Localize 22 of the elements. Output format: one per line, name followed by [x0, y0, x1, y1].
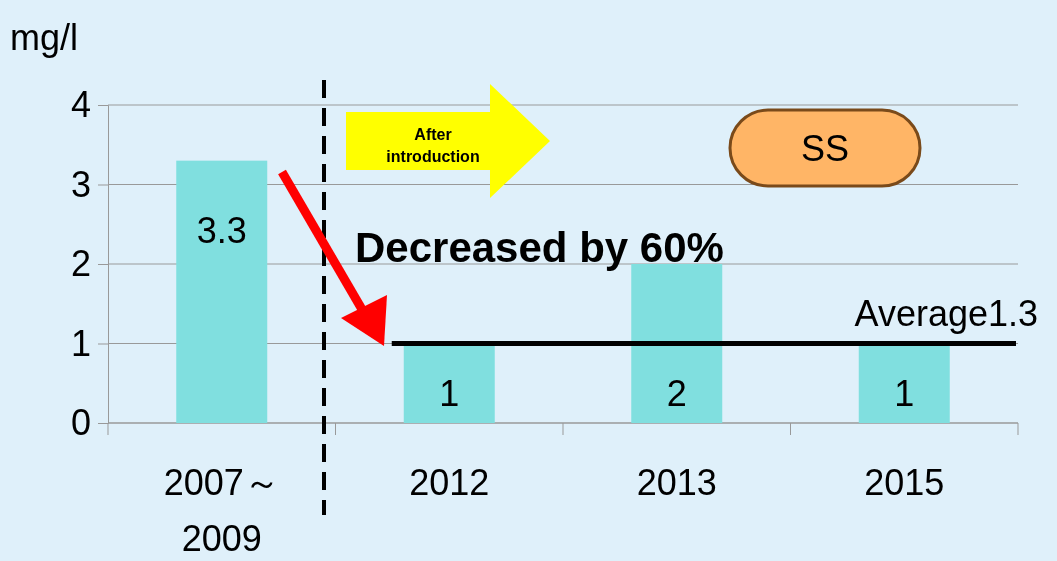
- y-tick-label: 1: [70, 322, 91, 364]
- y-tick-label: 2: [70, 243, 91, 285]
- y-tick-label: 3: [70, 163, 91, 205]
- y-axis-title: mg/l: [10, 17, 79, 58]
- bar: [858, 343, 950, 423]
- data-label: 3.3: [196, 210, 247, 252]
- bar: [631, 264, 723, 423]
- annotation: SS: [800, 128, 850, 169]
- data-label: 2: [666, 372, 687, 414]
- y-tick-label: 4: [70, 84, 91, 126]
- annotation: After introduction: [386, 126, 480, 165]
- ref-line-label: Average1.3: [854, 292, 1038, 334]
- data-label: 1: [894, 372, 915, 414]
- annotation: Decreased by 60%: [355, 224, 724, 271]
- data-label: 1: [439, 372, 460, 414]
- x-tick-label: 2013: [636, 462, 717, 503]
- bar: [403, 343, 495, 423]
- bar: [176, 160, 268, 423]
- x-tick-label: 2007～2009: [163, 462, 280, 559]
- x-tick-label: 2012: [409, 462, 490, 503]
- x-tick-label: 2015: [864, 462, 945, 503]
- y-tick-label: 0: [70, 402, 91, 444]
